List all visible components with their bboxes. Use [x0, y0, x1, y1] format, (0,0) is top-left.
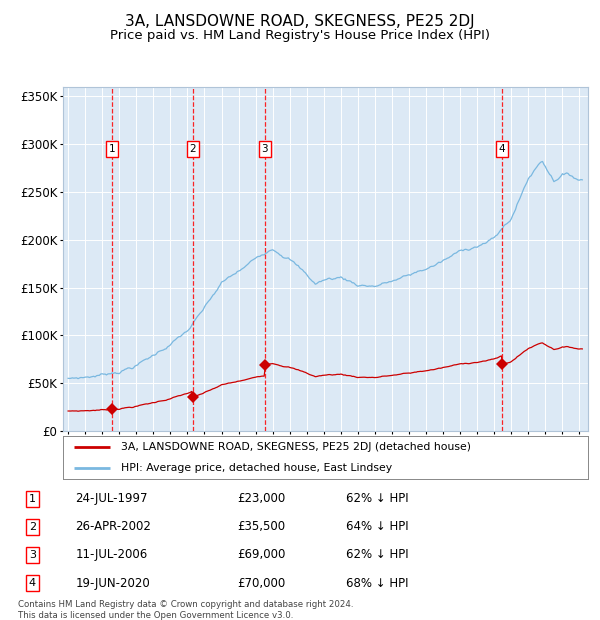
Text: 3: 3 [262, 144, 268, 154]
Text: Contains HM Land Registry data © Crown copyright and database right 2024.
This d: Contains HM Land Registry data © Crown c… [18, 600, 353, 619]
Text: HPI: Average price, detached house, East Lindsey: HPI: Average price, detached house, East… [121, 463, 392, 473]
Text: Price paid vs. HM Land Registry's House Price Index (HPI): Price paid vs. HM Land Registry's House … [110, 29, 490, 42]
Text: £23,000: £23,000 [237, 492, 285, 505]
Text: £35,500: £35,500 [237, 520, 285, 533]
Text: 4: 4 [29, 578, 36, 588]
Text: 11-JUL-2006: 11-JUL-2006 [76, 549, 148, 562]
Text: £70,000: £70,000 [237, 577, 285, 590]
Text: 26-APR-2002: 26-APR-2002 [76, 520, 151, 533]
Text: 2: 2 [190, 144, 196, 154]
Text: 4: 4 [499, 144, 505, 154]
Text: 64% ↓ HPI: 64% ↓ HPI [346, 520, 409, 533]
Text: 68% ↓ HPI: 68% ↓ HPI [346, 577, 409, 590]
Text: 3A, LANSDOWNE ROAD, SKEGNESS, PE25 2DJ: 3A, LANSDOWNE ROAD, SKEGNESS, PE25 2DJ [125, 14, 475, 29]
Text: 24-JUL-1997: 24-JUL-1997 [76, 492, 148, 505]
Text: 19-JUN-2020: 19-JUN-2020 [76, 577, 151, 590]
Text: £69,000: £69,000 [237, 549, 285, 562]
Text: 3: 3 [29, 550, 36, 560]
Text: 1: 1 [29, 494, 36, 504]
Text: 62% ↓ HPI: 62% ↓ HPI [346, 492, 409, 505]
Text: 3A, LANSDOWNE ROAD, SKEGNESS, PE25 2DJ (detached house): 3A, LANSDOWNE ROAD, SKEGNESS, PE25 2DJ (… [121, 442, 471, 452]
Text: 1: 1 [109, 144, 115, 154]
Text: 62% ↓ HPI: 62% ↓ HPI [346, 549, 409, 562]
Text: 2: 2 [29, 522, 36, 532]
